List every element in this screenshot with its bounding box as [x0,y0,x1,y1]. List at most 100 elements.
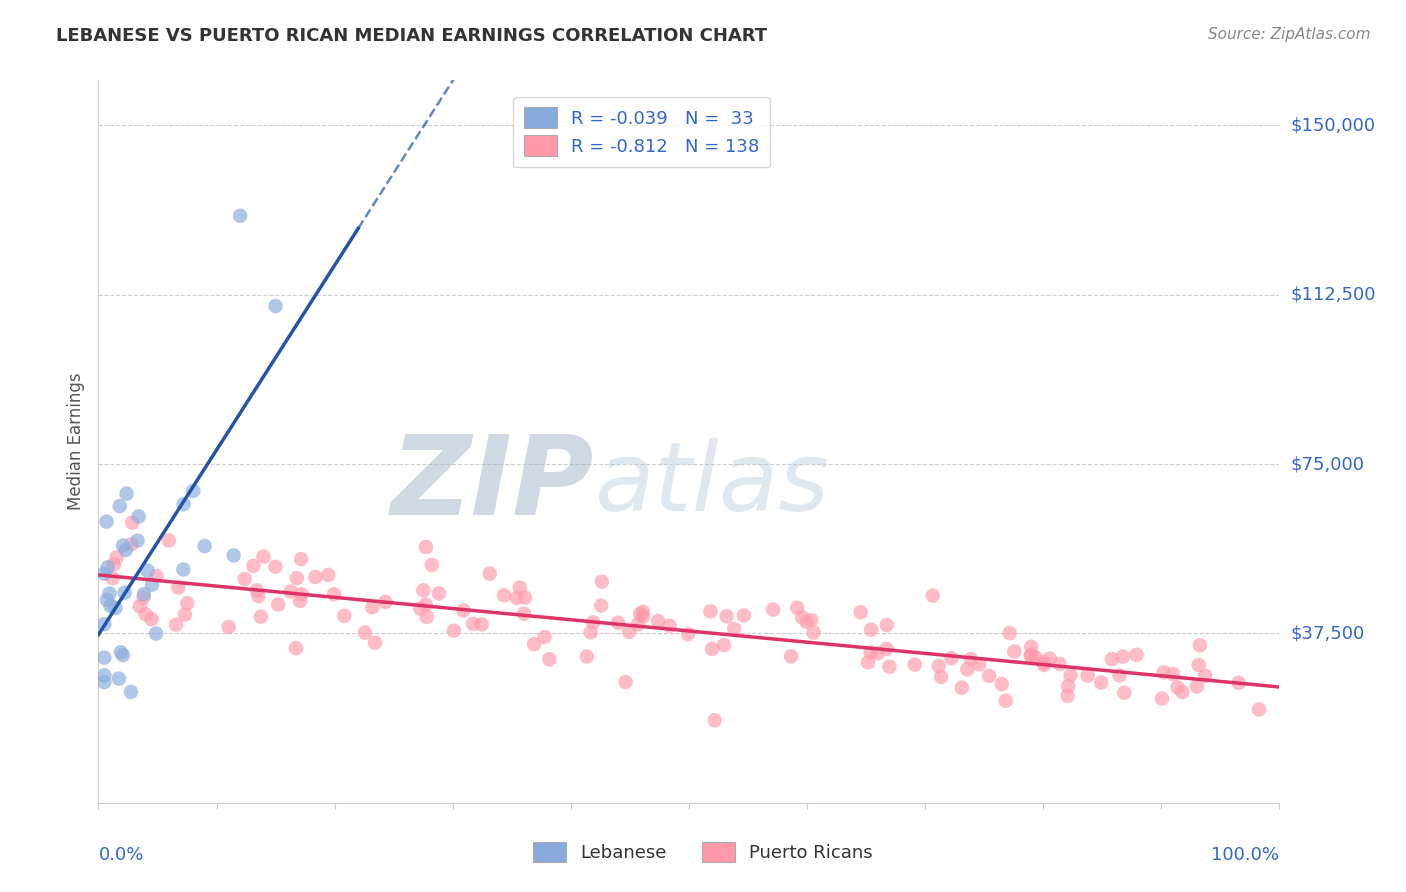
Point [631,605,654,619]
Point [100,599,122,613]
Point [1188,657,1211,672]
Point [114,585,136,599]
Point [1077,668,1099,682]
Point [676,627,699,641]
Point [1033,658,1056,673]
Point [716,609,738,624]
Point [415,540,437,554]
Point [96,515,118,529]
Point [128,599,150,614]
Point [97,560,120,574]
Point [977,669,1000,683]
Point [145,626,167,640]
Point [1025,650,1047,665]
Point [492,588,515,602]
Point [218,620,240,634]
Point [111,648,134,662]
Point [998,626,1021,640]
Text: 100.0%: 100.0% [1212,847,1279,864]
Point [132,591,155,605]
Point [181,483,204,498]
Point [1056,689,1078,703]
Point [128,509,150,524]
Point [591,574,613,589]
Point [194,539,217,553]
Point [929,670,952,684]
Point [108,499,131,513]
Y-axis label: Median Earnings: Median Earnings [66,373,84,510]
Point [453,603,475,617]
Point [172,562,194,576]
Point [792,610,814,624]
Point [1194,669,1216,683]
Point [513,607,536,621]
Point [928,659,950,673]
Point [463,616,485,631]
Point [101,571,124,585]
Point [284,641,307,656]
Point [246,583,269,598]
Point [658,618,681,632]
Point [316,567,339,582]
Point [132,587,155,601]
Point [859,645,882,659]
Point [803,625,825,640]
Point [427,586,450,600]
Point [579,625,602,640]
Text: $75,000: $75,000 [1291,455,1365,473]
Point [242,558,264,573]
Point [96,592,118,607]
Point [575,649,598,664]
Point [1171,685,1194,699]
Legend: R = -0.039   N =  33, R = -0.812   N = 138: R = -0.039 N = 33, R = -0.812 N = 138 [513,96,770,167]
Point [471,617,494,632]
Point [121,516,143,530]
Point [167,581,190,595]
Point [1090,675,1112,690]
Point [114,542,136,557]
Point [1049,657,1071,671]
Point [1125,648,1147,662]
Point [1153,665,1175,680]
Point [967,657,990,672]
Point [994,694,1017,708]
Point [786,600,808,615]
Point [127,533,149,548]
Point [703,713,725,727]
Point [733,608,755,623]
Point [115,486,138,500]
Point [93,650,115,665]
Text: LEBANESE VS PUERTO RICAN MEDIAN EARNINGS CORRELATION CHART: LEBANESE VS PUERTO RICAN MEDIAN EARNINGS… [56,27,768,45]
Point [1002,644,1025,658]
Point [523,637,546,651]
Point [288,594,311,608]
Point [120,537,142,551]
Point [627,617,650,632]
Point [415,598,437,612]
Point [105,550,128,565]
Point [93,668,115,682]
Point [252,549,274,564]
Point [98,586,121,600]
Point [478,566,501,581]
Point [1033,656,1056,670]
Point [412,583,434,598]
Point [591,599,613,613]
Point [1059,668,1081,682]
Point [285,571,308,585]
Point [354,625,377,640]
Point [1188,639,1211,653]
Point [959,652,981,666]
Point [112,539,135,553]
Point [267,598,290,612]
Point [173,497,195,511]
Point [1019,640,1042,654]
Point [120,685,142,699]
Point [110,645,132,659]
Point [904,657,927,672]
Point [538,652,561,666]
Point [264,559,287,574]
Point [1019,648,1042,663]
Point [250,609,273,624]
Point [941,651,963,665]
